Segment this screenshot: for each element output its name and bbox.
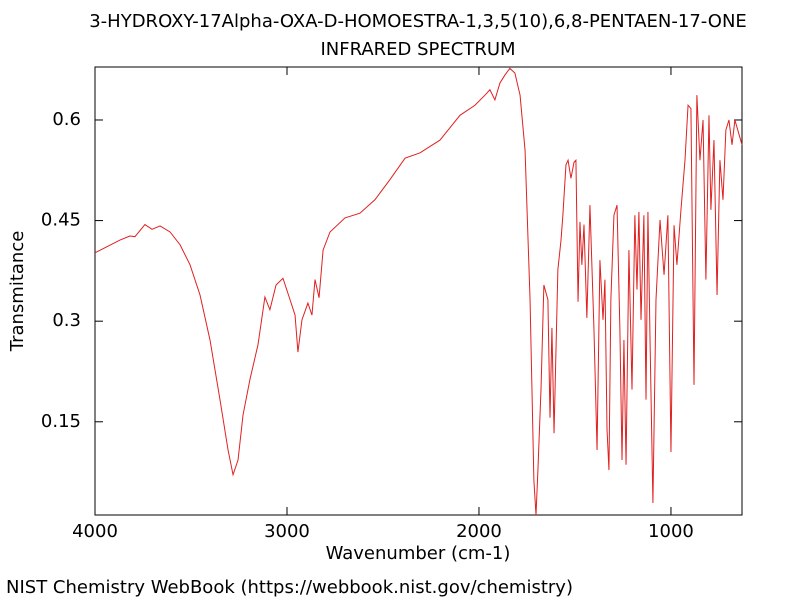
- y-tick-label: 0.6: [52, 109, 81, 130]
- x-tick-label: 1000: [648, 521, 694, 542]
- chart-subtitle: INFRARED SPECTRUM: [320, 39, 515, 60]
- y-axis-label: Transmitance: [7, 231, 28, 353]
- x-axis-label: Wavenumber (cm-1): [326, 543, 511, 564]
- y-tick-label: 0.3: [52, 310, 81, 331]
- spectrum-line: [94, 67, 743, 516]
- plot-frame: [94, 66, 743, 516]
- source-note: NIST Chemistry WebBook (https://webbook.…: [6, 577, 573, 598]
- x-tick-label: 4000: [72, 521, 118, 542]
- y-tick-label: 0.15: [41, 411, 81, 432]
- y-tick-label: 0.45: [41, 210, 81, 231]
- chart-title: 3-HYDROXY-17Alpha-OXA-D-HOMOESTRA-1,3,5(…: [89, 11, 747, 32]
- x-tick-label: 2000: [456, 521, 502, 542]
- x-tick-label: 3000: [264, 521, 310, 542]
